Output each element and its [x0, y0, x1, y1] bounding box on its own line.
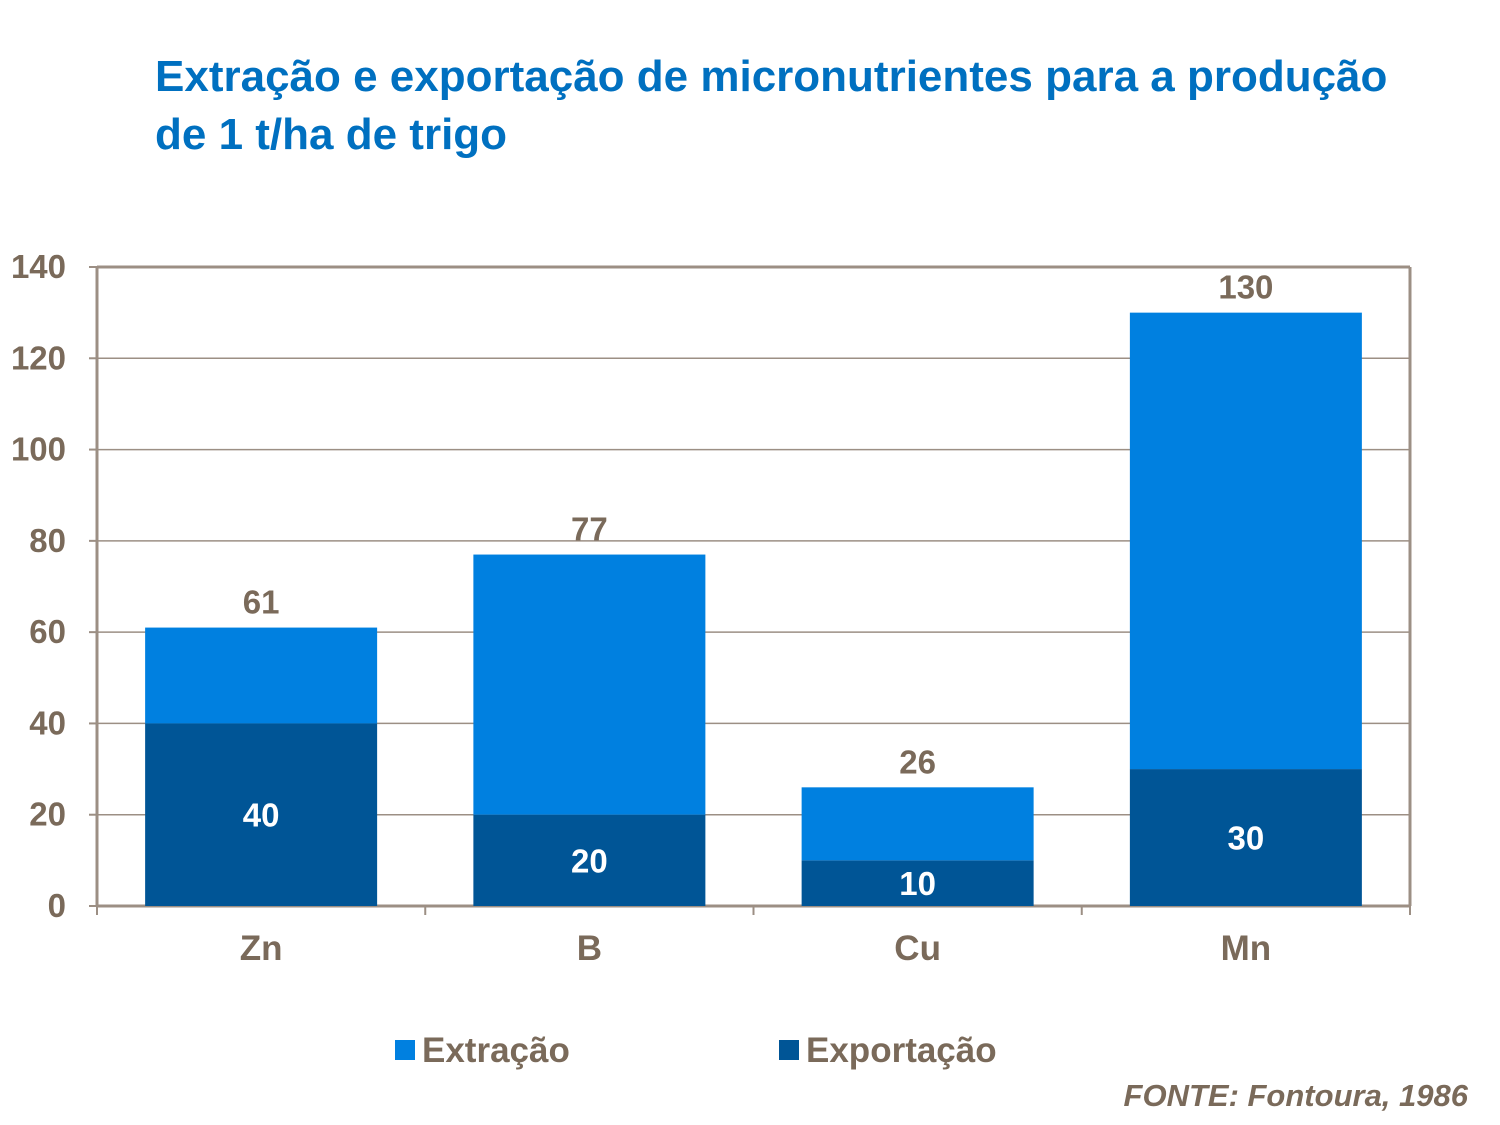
x-tick-label: Cu [894, 929, 941, 968]
data-label-exportacao: 30 [1228, 820, 1265, 857]
bar-exportacao-mn [1129, 769, 1362, 906]
data-label-total: 77 [571, 511, 608, 548]
bar-extracao-mn [1129, 312, 1362, 770]
y-tick-label: 0 [48, 887, 66, 924]
legend-swatch-exportacao [779, 1040, 799, 1060]
data-label-total: 130 [1218, 269, 1273, 306]
chart-title: Extração e exportação de micronutrientes… [155, 52, 1388, 159]
bar-exportacao-cu [801, 860, 1034, 906]
data-label-total: 61 [243, 584, 280, 621]
y-tick-label: 40 [29, 704, 66, 741]
y-tick-label: 140 [11, 248, 66, 285]
x-tick-label: B [577, 929, 602, 968]
y-tick-label: 100 [11, 431, 66, 468]
x-tick-label: Zn [240, 929, 283, 968]
y-tick-label: 120 [11, 339, 66, 376]
y-tick-label: 80 [29, 522, 66, 559]
bar-extracao-cu [801, 787, 1034, 861]
legend-swatch-extracao [395, 1040, 415, 1060]
legend-label: Exportação [806, 1031, 997, 1070]
legend-label: Extração [422, 1031, 570, 1070]
bar-extracao-b [473, 554, 706, 815]
data-label-total: 26 [899, 743, 936, 780]
y-tick-label: 20 [29, 796, 66, 833]
data-label-exportacao: 40 [243, 797, 280, 834]
source-note: FONTE: Fontoura, 1986 [1123, 1078, 1468, 1113]
x-tick-label: Mn [1221, 929, 1272, 968]
data-label-exportacao: 10 [899, 865, 936, 902]
bar-exportacao-b [473, 814, 706, 906]
bar-extracao-zn [145, 627, 378, 724]
y-tick-label: 60 [29, 613, 66, 650]
data-label-exportacao: 20 [571, 842, 608, 879]
bar-exportacao-zn [145, 723, 378, 906]
